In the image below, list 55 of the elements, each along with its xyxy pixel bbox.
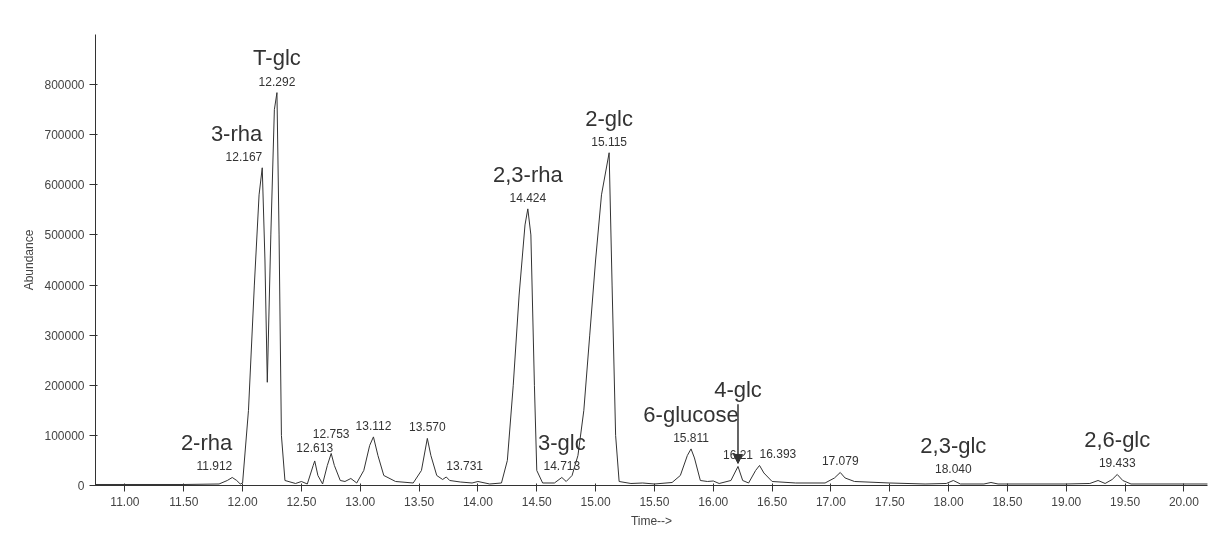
y-tick-label: 800000 (44, 78, 85, 93)
y-tick-label: 200000 (44, 378, 85, 393)
x-axis-title: Time--> (630, 513, 673, 528)
y-axis-title: Abundance (22, 229, 37, 291)
annotation: 12.292 (258, 74, 296, 89)
annotation: 13.112 (355, 418, 392, 433)
annotation: 2,3-rha (492, 161, 564, 187)
annotation: 13.570 (408, 420, 447, 435)
x-tick-label: 12.50 (286, 494, 317, 509)
annotation: 2,6-glc (1084, 427, 1151, 453)
y-tick-label: 700000 (44, 128, 85, 143)
annotation: 12.167 (225, 149, 263, 164)
y-tick-label: 400000 (44, 278, 85, 293)
x-tick-label: 18.00 (933, 494, 964, 509)
x-tick-label: 11.00 (110, 494, 140, 509)
annotation: 2-rha (180, 430, 233, 456)
annotation: 17.079 (821, 454, 859, 469)
annotation: 19.433 (1098, 456, 1136, 471)
annotation: 3-rha (210, 120, 264, 146)
annotation: 14.424 (509, 190, 547, 205)
y-tick-label: 300000 (44, 328, 85, 343)
y-tick-label: 100000 (44, 428, 85, 443)
annotation: 15.115 (591, 134, 628, 149)
x-tick-label: 17.50 (874, 494, 906, 509)
x-tick-label: 18.50 (992, 494, 1023, 509)
x-tick-label: 15.00 (580, 494, 611, 509)
x-tick-label: 11.50 (169, 494, 199, 509)
x-tick-label: 14.50 (521, 494, 553, 509)
y-tick-label: 500000 (44, 228, 85, 243)
x-tick-label: 12.00 (227, 494, 258, 509)
x-tick-label: 19.00 (1051, 494, 1082, 509)
annotation: 12.613 (296, 440, 334, 455)
annotation: 2,3-glc (920, 433, 987, 459)
x-tick-label: 13.00 (345, 494, 376, 509)
annotation: 16.393 (759, 447, 797, 462)
x-tick-label: 13.50 (404, 494, 435, 509)
x-tick-label: 15.50 (639, 494, 670, 509)
annotation: 18.040 (934, 462, 973, 477)
annotation: 14.713 (543, 459, 581, 474)
x-tick-label: 16.00 (698, 494, 729, 509)
annotation: 15.811 (673, 430, 710, 445)
annotation: 4-glc (714, 377, 762, 403)
annotation: 2-glc (585, 105, 633, 131)
y-tick-label: 600000 (44, 178, 85, 193)
x-tick-label: 17.00 (815, 494, 847, 509)
x-tick-label: 20.00 (1168, 494, 1200, 509)
annotation: 3-glc (537, 430, 586, 456)
x-tick-label: 19.50 (1110, 494, 1141, 509)
annotation: 12.753 (312, 427, 350, 442)
y-tick-label: 0 (77, 479, 85, 493)
annotation: 11.912 (196, 459, 233, 474)
annotation: 13.731 (446, 458, 484, 473)
x-tick-label: 14.00 (462, 494, 494, 509)
annotation: T-glc (253, 45, 301, 71)
x-tick-label: 16.50 (757, 494, 788, 509)
